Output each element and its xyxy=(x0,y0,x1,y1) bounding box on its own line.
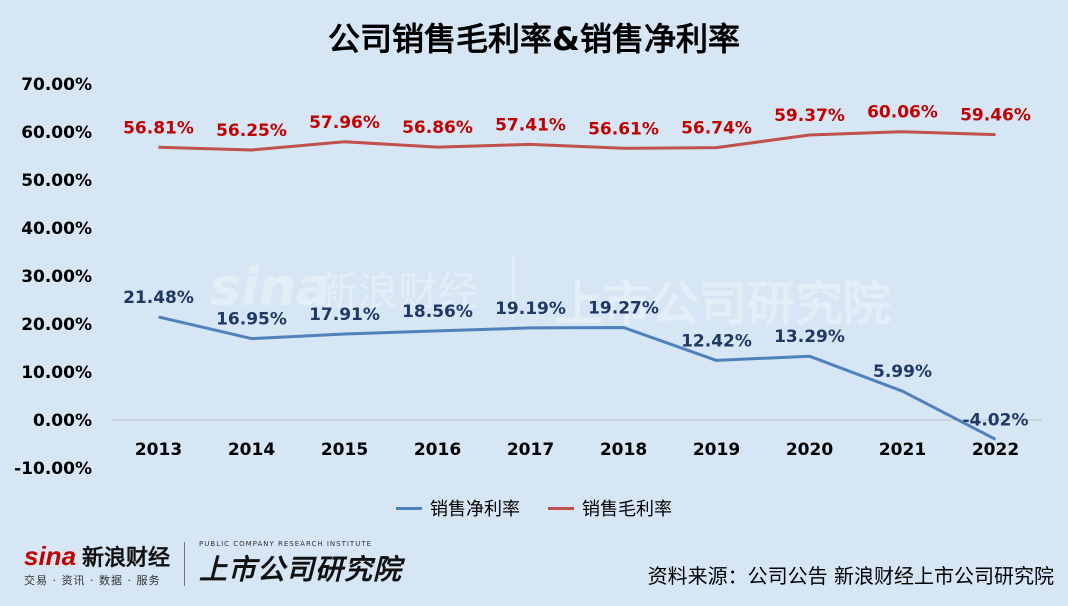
institute-logo: PUBLIC COMPANY RESEARCH INSTITUTE 上市公司研究… xyxy=(199,540,402,588)
x-tick-label: 2014 xyxy=(228,440,275,460)
x-tick-label: 2019 xyxy=(693,440,740,460)
data-label-net: 19.27% xyxy=(588,299,659,319)
data-label-gross: 59.46% xyxy=(960,106,1031,126)
x-tick-label: 2022 xyxy=(972,440,1019,460)
y-tick-label: 40.00% xyxy=(21,219,92,239)
data-label-gross: 57.41% xyxy=(495,115,566,135)
data-label-gross: 56.81% xyxy=(123,118,194,138)
y-tick-label: 30.00% xyxy=(21,267,92,287)
y-tick-label: 10.00% xyxy=(21,363,92,383)
legend-swatch-gross xyxy=(548,506,574,510)
y-tick-label: 20.00% xyxy=(21,315,92,335)
y-tick-label: 50.00% xyxy=(21,171,92,191)
y-tick-label: 60.00% xyxy=(21,123,92,143)
sina-brand: sina 新浪财经 xyxy=(24,540,170,572)
data-label-gross: 56.86% xyxy=(402,118,473,138)
data-label-net: 17.91% xyxy=(309,305,380,325)
x-tick-label: 2017 xyxy=(507,440,554,460)
y-tick-label: 0.00% xyxy=(33,411,92,431)
x-tick-label: 2020 xyxy=(786,440,833,460)
chart-title: 公司销售毛利率&销售净利率 xyxy=(328,20,740,58)
legend-swatch-net xyxy=(396,506,422,510)
x-tick-label: 2015 xyxy=(321,440,368,460)
sina-logo: sina 新浪财经 交易 · 资讯 · 数据 · 服务 xyxy=(24,540,170,588)
data-labels: 56.81% 56.25% 57.96% 56.86% 57.41% 56.61% 56.7… xyxy=(123,103,1031,431)
data-label-net: 21.48% xyxy=(123,288,194,308)
data-label-net: 18.56% xyxy=(402,302,473,322)
data-label-net: 5.99% xyxy=(873,362,932,382)
y-tick-label: -10.00% xyxy=(14,459,92,479)
data-label-gross: 60.06% xyxy=(867,103,938,123)
data-label-net: 19.19% xyxy=(495,299,566,319)
y-axis: -10.00% 0.00% 10.00% 20.00% 30.00% 40.00% 50.0… xyxy=(14,75,92,479)
data-label-gross: 56.25% xyxy=(216,121,287,141)
institute-en-name: PUBLIC COMPANY RESEARCH INSTITUTE xyxy=(199,540,373,548)
sina-tagline: 交易 · 资讯 · 数据 · 服务 xyxy=(24,574,161,587)
watermark-institute: 上市公司研究院 xyxy=(555,276,891,332)
logo-divider xyxy=(184,542,186,586)
source-note: 资料来源：公司公告 新浪财经上市公司研究院 xyxy=(647,564,1054,588)
watermark-divider xyxy=(512,255,514,320)
x-axis: 2013 2014 2015 2016 2017 2018 2019 2020 2021 2022 xyxy=(112,419,1042,460)
legend-item-gross: 销售毛利率 xyxy=(548,495,672,521)
sina-wordmark: sina xyxy=(24,540,77,571)
series-line-net-margin xyxy=(158,315,997,441)
legend: 销售净利率 销售毛利率 xyxy=(0,495,1068,521)
data-label-net: -4.02% xyxy=(962,410,1028,430)
data-label-gross: 59.37% xyxy=(774,106,845,126)
y-tick-label: 70.00% xyxy=(21,75,92,95)
legend-label-gross: 销售毛利率 xyxy=(582,499,672,520)
data-label-gross: 57.96% xyxy=(309,113,380,133)
data-label-net: 12.42% xyxy=(681,331,752,351)
legend-item-net: 销售净利率 xyxy=(396,495,520,521)
series-layer xyxy=(158,130,997,441)
data-label-gross: 56.74% xyxy=(681,119,752,139)
x-tick-label: 2018 xyxy=(600,440,647,460)
watermark: sina 新浪财经 上市公司研究院 xyxy=(210,255,891,332)
series-line-gross-margin xyxy=(158,130,996,152)
institute-cn-name: 上市公司研究院 xyxy=(199,553,403,586)
sina-cn-name: 新浪财经 xyxy=(82,546,171,571)
data-label-net: 13.29% xyxy=(774,327,845,347)
data-label-gross: 56.61% xyxy=(588,119,659,139)
x-tick-label: 2016 xyxy=(414,440,461,460)
x-tick-label: 2021 xyxy=(879,440,926,460)
legend-label-net: 销售净利率 xyxy=(430,499,520,520)
watermark-brand: sina xyxy=(210,258,331,318)
footer-logo: sina 新浪财经 交易 · 资讯 · 数据 · 服务 PUBLIC COMPA… xyxy=(24,540,402,588)
x-tick-label: 2013 xyxy=(135,440,182,460)
data-label-net: 16.95% xyxy=(216,310,287,330)
watermark-brand-cn: 新浪财经 xyxy=(318,269,478,315)
